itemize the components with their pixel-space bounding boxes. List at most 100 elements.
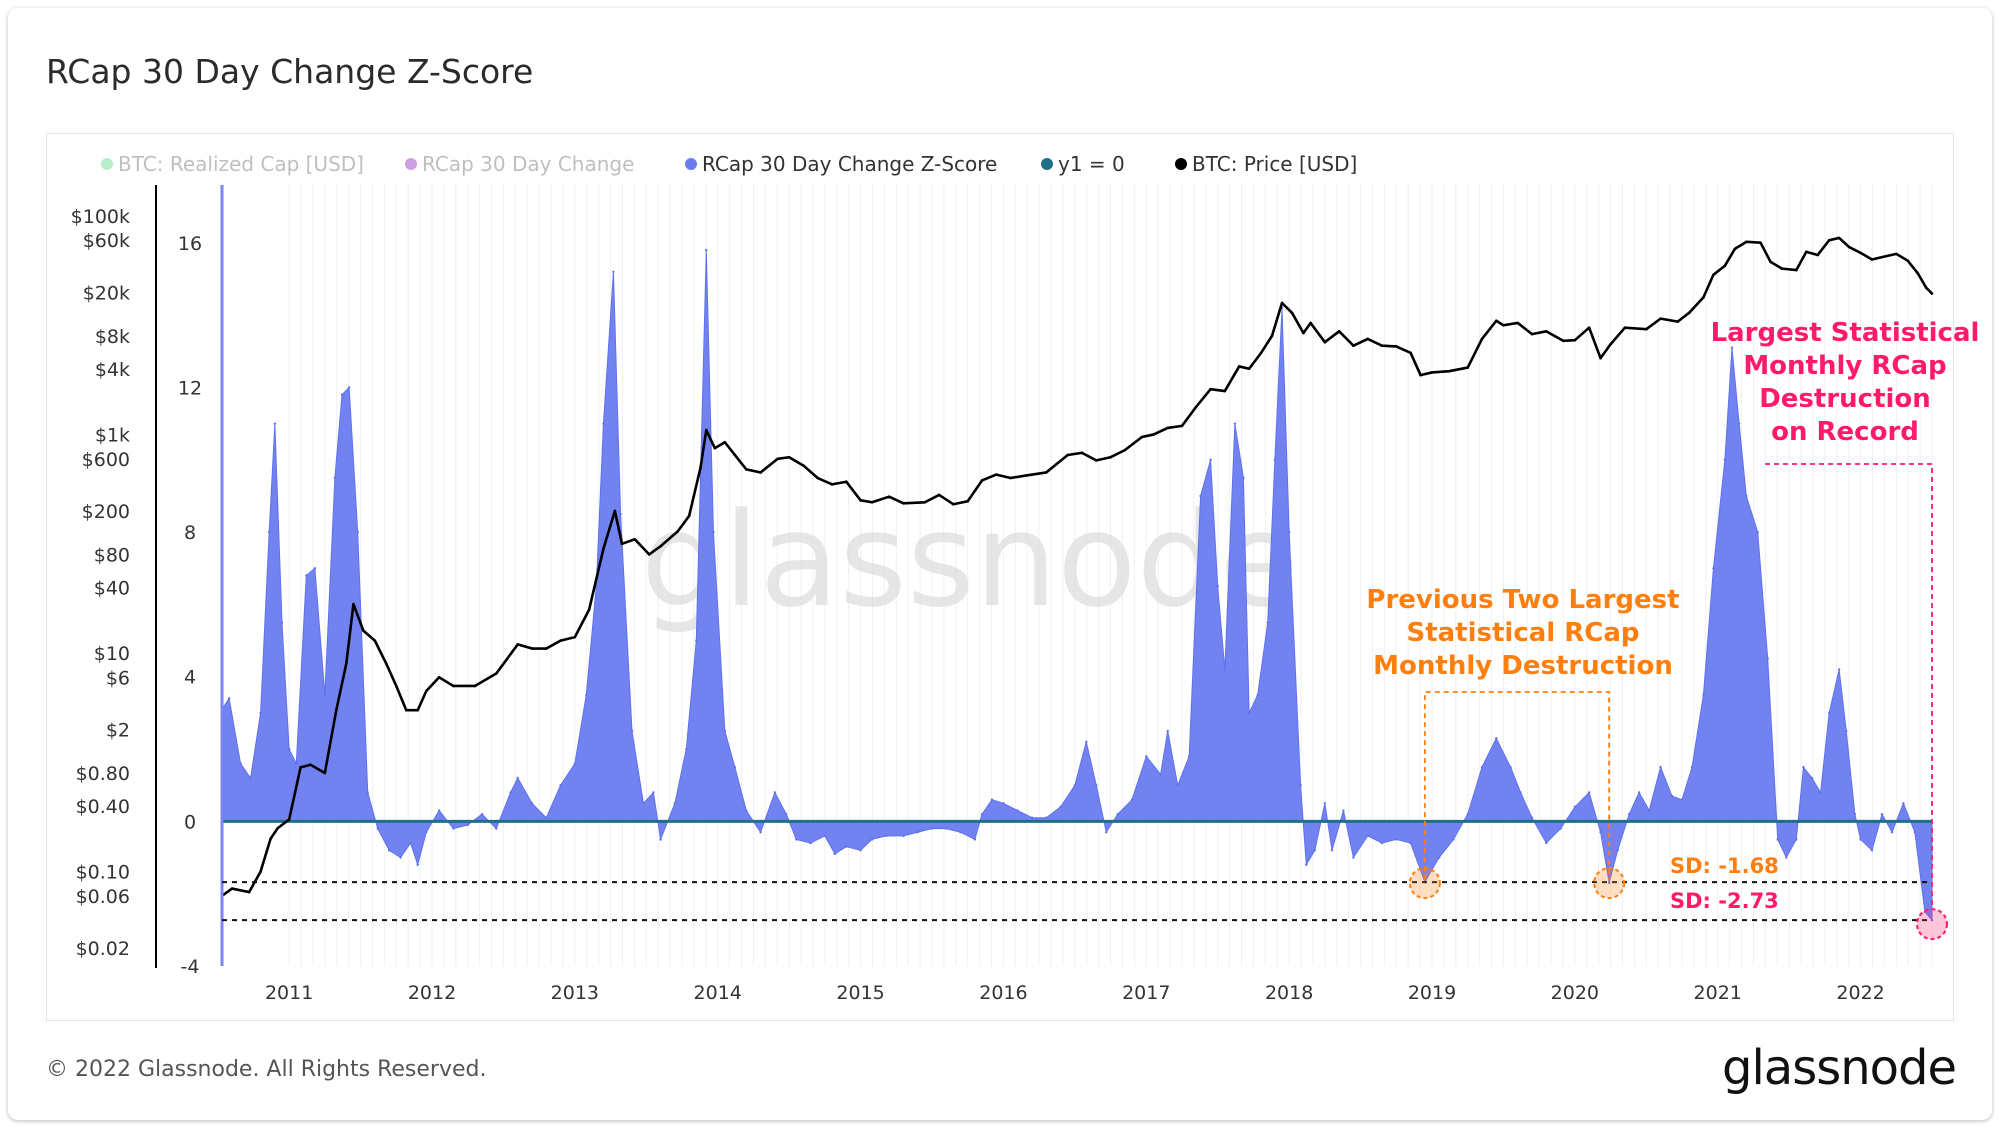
price-point <box>1152 433 1155 436</box>
price-tick-label: $200 <box>82 501 130 523</box>
zscore-point <box>585 693 588 697</box>
zscore-point <box>259 711 262 715</box>
price-point <box>902 501 905 505</box>
price-tick-label: $100k <box>71 206 130 228</box>
zscore-point <box>1380 841 1384 845</box>
zscore-point <box>885 834 888 838</box>
zscore-point <box>313 567 317 570</box>
price-tick-label: $600 <box>82 449 130 471</box>
price-point <box>1366 337 1370 341</box>
chart-frame <box>46 133 1954 1021</box>
sd-label: SD: -1.68 <box>1670 854 1779 878</box>
zscore-point <box>930 827 934 830</box>
zscore-point <box>1530 816 1534 819</box>
price-point <box>1794 268 1798 272</box>
zscore-point <box>795 838 798 841</box>
zscore-point <box>1930 918 1934 922</box>
price-point <box>759 471 762 474</box>
price-tick-label: $0.06 <box>76 886 130 908</box>
zscore-point <box>356 530 359 534</box>
zscore-point <box>1342 809 1345 812</box>
zscore-point <box>1616 849 1619 852</box>
zscore-point <box>1647 809 1651 812</box>
price-point <box>516 643 520 646</box>
zscore-point <box>1745 494 1748 498</box>
price-point <box>1573 338 1577 342</box>
legend-marker <box>1041 158 1053 170</box>
page-title: RCap 30 Day Change Z-Score <box>46 52 534 91</box>
price-point <box>473 684 477 688</box>
zscore-point <box>387 849 391 852</box>
zscore-point <box>1216 585 1219 588</box>
price-point <box>352 602 355 606</box>
zscore-point <box>1059 805 1062 809</box>
zscore-point <box>712 530 715 534</box>
zscore-point <box>1723 458 1727 461</box>
zscore-point <box>1130 798 1134 801</box>
zscore-point <box>1299 784 1302 787</box>
zscore-point <box>695 639 698 642</box>
zscore-point <box>1599 831 1602 834</box>
zscore-tick-label: 4 <box>184 667 196 689</box>
zscore-point <box>902 834 905 838</box>
zscore-point <box>1880 812 1884 816</box>
price-point <box>1659 317 1662 320</box>
x-tick-label: 2020 <box>1551 982 1599 1004</box>
zscore-point <box>1305 863 1308 866</box>
zscore-point <box>1670 794 1674 798</box>
zscore-point <box>376 827 379 830</box>
zscore-point <box>280 621 284 624</box>
price-point <box>1530 332 1534 336</box>
legend-item[interactable]: BTC: Realized Cap [USD] <box>101 152 364 176</box>
price-point <box>647 553 651 556</box>
price-point <box>1094 459 1098 462</box>
zscore-point <box>1913 831 1917 834</box>
zscore-point <box>1030 816 1034 819</box>
legend-item[interactable]: RCap 30 Day Change <box>405 152 634 176</box>
x-tick-label: 2017 <box>1122 982 1170 1004</box>
zscore-point <box>1819 791 1822 794</box>
legend-item[interactable]: y1 = 0 <box>1041 152 1125 176</box>
price-point <box>602 547 605 551</box>
zscore-point <box>1587 791 1591 794</box>
zscore-point <box>1545 841 1548 845</box>
price-point <box>416 708 420 712</box>
zscore-point <box>1712 567 1715 570</box>
zscore-point <box>1266 621 1269 624</box>
price-point <box>1780 267 1784 270</box>
legend: BTC: Realized Cap [USD] RCap 30 Day Chang… <box>101 152 1357 176</box>
x-tick-label: 2015 <box>836 982 884 1004</box>
zscore-point <box>333 476 337 480</box>
zscore-point <box>602 422 605 425</box>
price-point <box>1880 255 1884 259</box>
price-point <box>259 870 262 873</box>
legend-item[interactable]: BTC: Price [USD] <box>1175 152 1357 176</box>
price-point <box>1544 330 1548 333</box>
price-tick-label: $0.40 <box>76 796 130 818</box>
zscore-point <box>1366 834 1369 838</box>
annotation-text-line: Monthly Destruction <box>1373 651 1673 681</box>
price-point <box>620 542 624 546</box>
zscore-point <box>495 827 498 830</box>
price-point <box>1870 258 1874 261</box>
price-point <box>452 684 455 688</box>
price-point <box>1804 250 1808 254</box>
price-point <box>1270 334 1274 338</box>
price-point <box>1302 331 1305 335</box>
price-tick-label: $0.02 <box>76 938 130 960</box>
price-point <box>613 509 617 513</box>
zscore-point <box>1073 784 1077 787</box>
annotation-text-line: Statistical RCap <box>1406 618 1639 648</box>
zscore-point <box>1159 773 1162 776</box>
price-point <box>1502 323 1505 327</box>
zscore-point <box>1519 791 1522 794</box>
price-point <box>247 890 251 894</box>
annotation-text-line: Monthly RCap <box>1743 351 1946 381</box>
zscore-point <box>437 809 441 812</box>
price-point <box>1080 451 1084 455</box>
zscore-point <box>1233 422 1237 425</box>
legend-item[interactable]: RCap 30 Day Change Z-Score <box>685 152 997 176</box>
zscore-point <box>287 747 291 751</box>
price-point <box>1816 253 1820 257</box>
glassnode-logo: glassnode <box>1721 1040 1957 1096</box>
